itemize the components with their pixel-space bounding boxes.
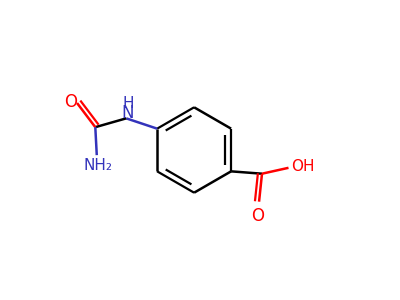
Text: H: H [123,95,134,110]
Text: NH₂: NH₂ [84,158,113,172]
Text: O: O [251,207,264,225]
Text: O: O [64,93,77,111]
Text: OH: OH [292,159,315,174]
Text: N: N [122,104,134,122]
